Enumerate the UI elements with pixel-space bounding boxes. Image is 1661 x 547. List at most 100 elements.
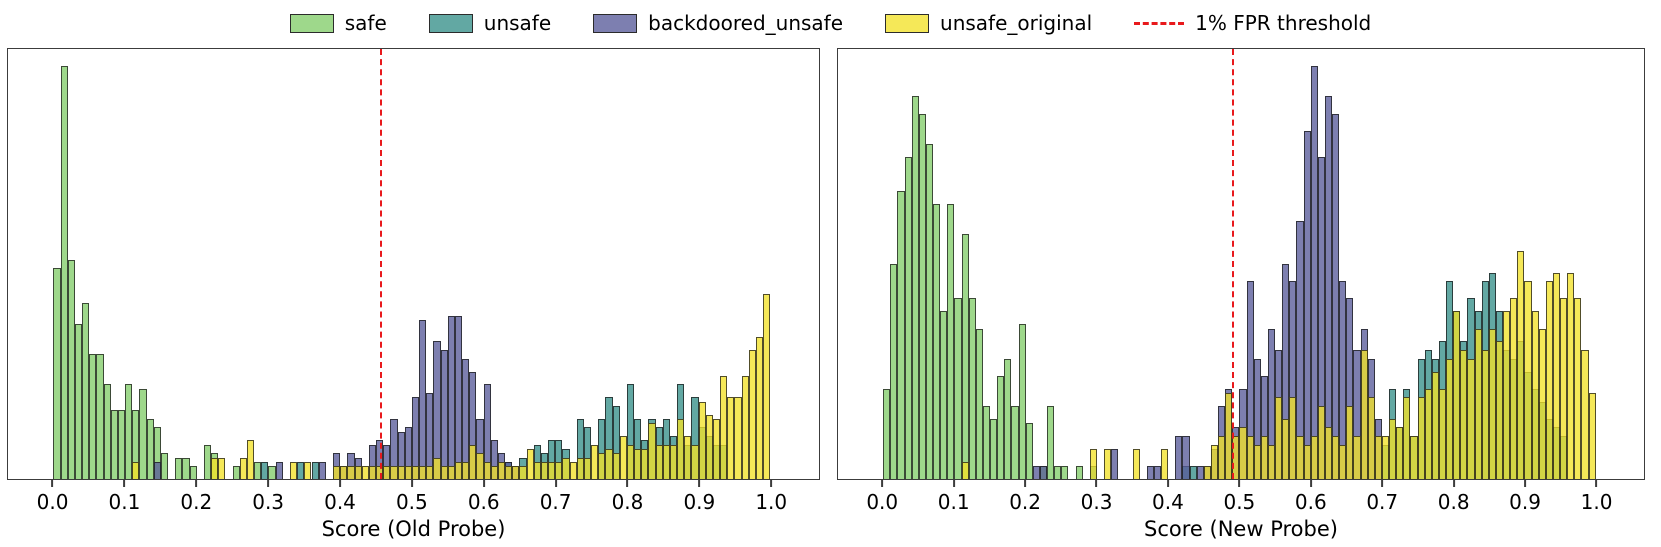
hist-bar-unsafe_original xyxy=(1303,444,1311,479)
hist-bar-unsafe_original xyxy=(419,466,427,479)
tick-mark xyxy=(482,480,485,487)
hist-bar-backdoored_unsafe xyxy=(1282,264,1290,479)
legend-item-safe: safe xyxy=(289,11,387,35)
legend-item-unsafe: unsafe xyxy=(428,11,552,35)
hist-bar-unsafe_original xyxy=(741,375,749,479)
hist-bar-unsafe_original xyxy=(1567,272,1575,479)
legend-label: unsafe_original xyxy=(940,11,1093,35)
hist-bar-safe xyxy=(117,410,126,479)
tick-mark xyxy=(195,480,198,487)
x-tick-0.8: 0.8 xyxy=(1438,480,1470,514)
hist-bar-unsafe_original xyxy=(626,444,635,479)
tick-label: 1.0 xyxy=(1580,490,1613,514)
hist-bar-unsafe_original xyxy=(512,466,520,479)
tick-label: 0.3 xyxy=(252,490,285,514)
hist-bar-unsafe_original xyxy=(1289,397,1297,479)
tick-mark xyxy=(952,480,955,487)
hist-bar-unsafe_original xyxy=(1410,436,1418,479)
hist-bar-safe xyxy=(254,461,262,479)
hist-bar-unsafe_original xyxy=(533,461,541,479)
hist-bar-backdoored_unsafe xyxy=(454,315,463,479)
hist-bar-unsafe_original xyxy=(1374,436,1382,479)
hist-bar-unsafe xyxy=(533,444,541,479)
hist-bar-unsafe_original xyxy=(1574,298,1582,479)
hist-bar-unsafe_original xyxy=(691,444,699,479)
hist-bar-unsafe_original xyxy=(569,461,577,479)
hist-bar-unsafe_original xyxy=(1446,358,1454,479)
hist-bar-backdoored_unsafe xyxy=(1303,130,1311,479)
hist-bar-backdoored_unsafe xyxy=(1324,96,1332,479)
hist-bar-unsafe_original xyxy=(1360,350,1368,479)
hist-bar-backdoored_unsafe xyxy=(1339,281,1347,479)
hist-bar-backdoored_unsafe xyxy=(1353,350,1361,479)
hist-bar-safe xyxy=(67,259,75,479)
hist-bar-backdoored_unsafe xyxy=(476,418,484,479)
hist-bar-unsafe_original xyxy=(548,461,556,479)
tick-label: 0.1 xyxy=(108,490,141,514)
tick-label: 0.8 xyxy=(611,490,644,514)
hist-bar-unsafe_original xyxy=(1517,251,1525,479)
hist-bar-unsafe_original xyxy=(1104,448,1112,479)
tick-mark xyxy=(1166,480,1169,487)
x-tick-0.6: 0.6 xyxy=(1295,480,1327,514)
hist-bar-unsafe xyxy=(297,461,305,479)
hist-bar-unsafe_original xyxy=(1218,436,1226,479)
hist-bar-safe xyxy=(110,410,118,479)
x-tick-0.0: 0.0 xyxy=(37,480,68,514)
legend: safe unsafe backdoored_unsafe unsafe_origin… xyxy=(0,6,1661,40)
hist-bar-backdoored_unsafe xyxy=(275,461,283,479)
hist-bar-unsafe_original xyxy=(397,466,405,479)
hist-bar-unsafe_original xyxy=(1438,388,1446,479)
hist-bar-unsafe_original xyxy=(1367,397,1375,479)
hist-bar-safe xyxy=(125,384,133,479)
tick-mark xyxy=(554,480,557,487)
hist-bar-safe xyxy=(904,156,912,479)
legend-label: unsafe xyxy=(483,11,552,35)
x-tick-1.0: 1.0 xyxy=(1580,480,1613,514)
x-tick-0.0: 0.0 xyxy=(866,480,898,514)
hist-bar-unsafe_original xyxy=(368,466,377,479)
hist-bar-unsafe_original xyxy=(1225,393,1233,479)
hist-bar-backdoored_unsafe xyxy=(1032,466,1040,479)
red-dashed-line-icon xyxy=(1134,21,1185,25)
hist-bar-backdoored_unsafe xyxy=(490,440,498,479)
hist-bar-unsafe_original xyxy=(1588,393,1596,479)
hist-bar-backdoored_unsafe xyxy=(390,418,398,479)
hist-bar-safe xyxy=(911,96,919,479)
hist-bar-backdoored_unsafe xyxy=(483,384,491,479)
hist-bar-safe xyxy=(1054,466,1062,479)
hist-bar-backdoored_unsafe xyxy=(1332,113,1340,479)
hist-bar-safe xyxy=(153,427,161,479)
tick-label: 0.3 xyxy=(1080,490,1113,514)
old-probe-plot-area xyxy=(7,48,820,480)
hist-bar-unsafe_original xyxy=(598,453,606,479)
hist-bar-unsafe_original xyxy=(727,397,735,479)
hist-bar-safe xyxy=(890,264,898,479)
x-tick-0.6: 0.6 xyxy=(468,480,500,514)
fpr-threshold-line xyxy=(379,49,382,479)
x-tick-0.9: 0.9 xyxy=(683,480,715,514)
x-tick-0.4: 0.4 xyxy=(1152,480,1184,514)
hist-bar-unsafe_original xyxy=(1424,388,1432,479)
hist-bar-unsafe xyxy=(1189,466,1197,479)
hist-bar-unsafe_original xyxy=(1538,328,1546,479)
hist-bar-unsafe_original xyxy=(555,461,563,479)
hist-bar-unsafe_original xyxy=(526,448,534,479)
hist-bar-backdoored_unsafe xyxy=(469,371,477,479)
tick-mark xyxy=(1452,480,1455,487)
tick-label: 0.5 xyxy=(395,490,428,514)
x-tick-0.1: 0.1 xyxy=(938,480,970,514)
hist-bar-backdoored_unsafe xyxy=(404,427,412,479)
hist-bar-unsafe_original xyxy=(684,436,692,479)
hist-bar-unsafe_original xyxy=(619,436,627,479)
hist-bar-unsafe_original xyxy=(677,418,685,479)
hist-bar-unsafe_original xyxy=(505,466,513,479)
hist-bar-unsafe_original xyxy=(132,461,140,479)
hist-bar-unsafe_original xyxy=(961,461,969,479)
hist-bar-safe xyxy=(1004,358,1012,479)
hist-bar-unsafe_original xyxy=(1403,397,1411,479)
hist-bar-safe xyxy=(954,298,962,479)
hist-bar-unsafe_original xyxy=(361,466,369,479)
hist-bar-unsafe_original xyxy=(662,444,670,479)
hist-bar-unsafe_original xyxy=(490,466,498,479)
